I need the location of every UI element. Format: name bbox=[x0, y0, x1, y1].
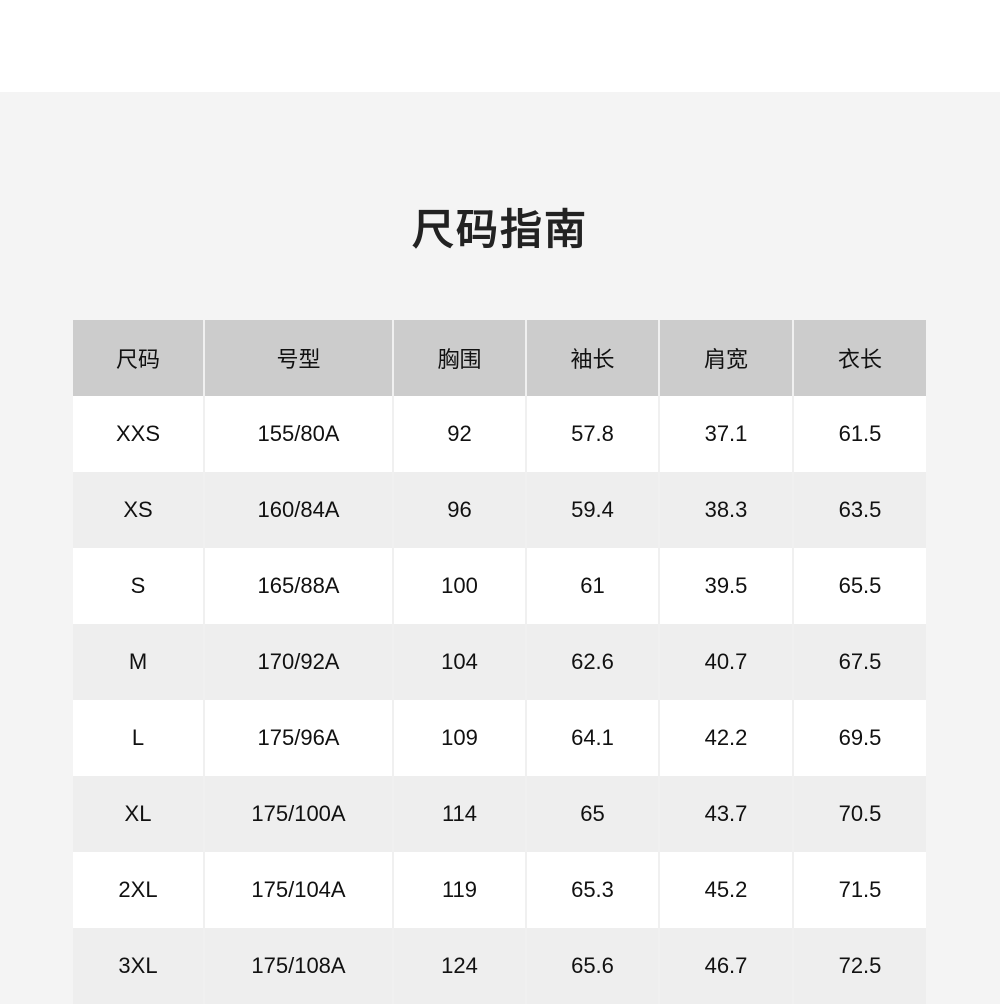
table-cell: 38.3 bbox=[658, 472, 793, 548]
table-cell: 59.4 bbox=[525, 472, 659, 548]
table-cell: L bbox=[73, 700, 204, 776]
table-cell: XL bbox=[73, 776, 204, 852]
table-cell: 40.7 bbox=[658, 624, 793, 700]
table-cell: 175/100A bbox=[203, 776, 393, 852]
table-row: XXS 155/80A 92 57.8 37.1 61.5 bbox=[73, 396, 926, 472]
table-cell: 65 bbox=[525, 776, 659, 852]
table-cell: 92 bbox=[392, 396, 526, 472]
column-header: 衣长 bbox=[792, 320, 926, 396]
column-header: 号型 bbox=[203, 320, 393, 396]
table-cell: 155/80A bbox=[203, 396, 393, 472]
table-cell: 165/88A bbox=[203, 548, 393, 624]
table-cell: 100 bbox=[392, 548, 526, 624]
table-cell: 72.5 bbox=[792, 928, 926, 1004]
table-row: L 175/96A 109 64.1 42.2 69.5 bbox=[73, 700, 926, 776]
table-cell: 119 bbox=[392, 852, 526, 928]
column-header: 肩宽 bbox=[658, 320, 793, 396]
table-cell: 62.6 bbox=[525, 624, 659, 700]
table-row: XL 175/100A 114 65 43.7 70.5 bbox=[73, 776, 926, 852]
table-cell: 96 bbox=[392, 472, 526, 548]
table-row: M 170/92A 104 62.6 40.7 67.5 bbox=[73, 624, 926, 700]
table-cell: 57.8 bbox=[525, 396, 659, 472]
table-cell: 39.5 bbox=[658, 548, 793, 624]
table-cell: 104 bbox=[392, 624, 526, 700]
table-cell: S bbox=[73, 548, 204, 624]
table-cell: 65.3 bbox=[525, 852, 659, 928]
table-cell: 61 bbox=[525, 548, 659, 624]
table-row: S 165/88A 100 61 39.5 65.5 bbox=[73, 548, 926, 624]
column-header: 袖长 bbox=[525, 320, 659, 396]
table-cell: 67.5 bbox=[792, 624, 926, 700]
table-row: 2XL 175/104A 119 65.3 45.2 71.5 bbox=[73, 852, 926, 928]
table-header-row: 尺码 号型 胸围 袖长 肩宽 衣长 bbox=[73, 320, 926, 396]
table-cell: 45.2 bbox=[658, 852, 793, 928]
table-cell: 64.1 bbox=[525, 700, 659, 776]
column-header: 胸围 bbox=[392, 320, 526, 396]
table-cell: XS bbox=[73, 472, 204, 548]
column-header: 尺码 bbox=[73, 320, 204, 396]
table-row: XS 160/84A 96 59.4 38.3 63.5 bbox=[73, 472, 926, 548]
table-cell: 42.2 bbox=[658, 700, 793, 776]
table-cell: 46.7 bbox=[658, 928, 793, 1004]
table-cell: 61.5 bbox=[792, 396, 926, 472]
table-cell: 65.6 bbox=[525, 928, 659, 1004]
table-cell: 2XL bbox=[73, 852, 204, 928]
table-cell: 43.7 bbox=[658, 776, 793, 852]
table-cell: 170/92A bbox=[203, 624, 393, 700]
table-cell: 65.5 bbox=[792, 548, 926, 624]
table-row: 3XL 175/108A 124 65.6 46.7 72.5 bbox=[73, 928, 926, 1004]
table-cell: 70.5 bbox=[792, 776, 926, 852]
table-cell: 124 bbox=[392, 928, 526, 1004]
table-cell: 3XL bbox=[73, 928, 204, 1004]
table-cell: 114 bbox=[392, 776, 526, 852]
table-cell: 37.1 bbox=[658, 396, 793, 472]
table-cell: 175/104A bbox=[203, 852, 393, 928]
table-cell: 69.5 bbox=[792, 700, 926, 776]
size-chart-table: 尺码 号型 胸围 袖长 肩宽 衣长 XXS 155/80A 92 57.8 37.1 61.5 XS 1… bbox=[73, 320, 926, 1004]
table-cell: M bbox=[73, 624, 204, 700]
page-title: 尺码指南 bbox=[411, 205, 588, 254]
table-cell: 71.5 bbox=[792, 852, 926, 928]
table-cell: XXS bbox=[73, 396, 204, 472]
table-cell: 63.5 bbox=[792, 472, 926, 548]
table-cell: 175/108A bbox=[203, 928, 393, 1004]
table-cell: 109 bbox=[392, 700, 526, 776]
table-cell: 160/84A bbox=[203, 472, 393, 548]
top-blank-area bbox=[0, 0, 1000, 92]
table-cell: 175/96A bbox=[203, 700, 393, 776]
